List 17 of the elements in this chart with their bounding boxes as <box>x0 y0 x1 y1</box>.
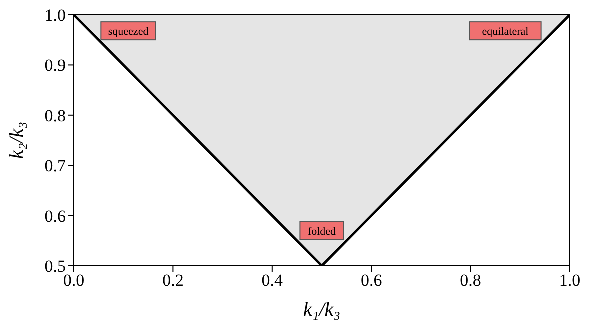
x-tick-label: 0.2 <box>162 271 184 290</box>
annotation: equilateral <box>482 26 529 38</box>
annotation: folded <box>308 226 337 238</box>
y-axis-title: k₂/k₃ <box>6 122 28 160</box>
x-tick-label: 0.8 <box>460 271 482 290</box>
x-tick-label: 0.6 <box>360 271 382 290</box>
y-tick-label: 0.6 <box>44 206 66 226</box>
y-tick-label: 0.7 <box>44 156 66 176</box>
x-axis-title: k₁/k₃ <box>303 299 341 321</box>
x-tick-label: 0.0 <box>63 271 85 290</box>
annotation: squeezed <box>108 26 150 38</box>
y-tick-label: 0.9 <box>44 56 66 76</box>
y-tick-label: 0.8 <box>44 106 66 126</box>
x-tick-label: 1.0 <box>559 271 581 290</box>
x-tick-label: 0.4 <box>262 271 284 290</box>
y-tick-label: 0.5 <box>44 257 66 276</box>
y-tick-label: 1.0 <box>44 6 66 26</box>
